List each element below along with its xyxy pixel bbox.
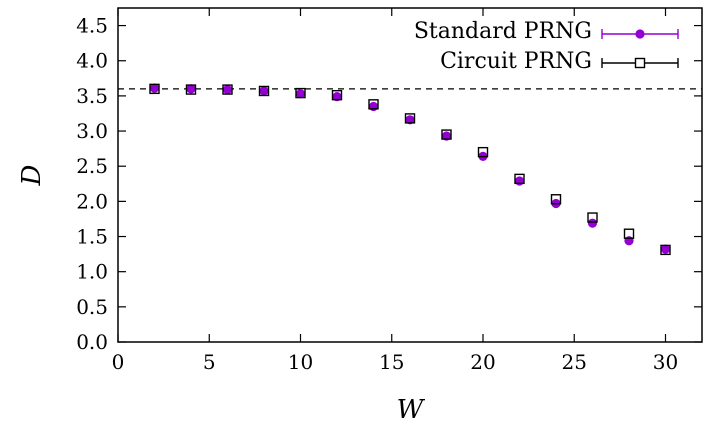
circuit-prng-point-0	[149, 83, 160, 95]
standard-prng-point-8	[441, 131, 452, 141]
x-tick-label-6: 30	[653, 350, 678, 374]
x-tick-label-3: 15	[379, 350, 404, 374]
standard-prng-point-6	[368, 101, 379, 112]
x-tick-label-5: 25	[562, 350, 587, 374]
standard-prng-point-5	[332, 91, 342, 102]
legend-label-circuit-prng: Circuit PRNG	[440, 49, 592, 74]
x-tick-label-1: 5	[203, 350, 216, 374]
y-tick-label-6: 3.0	[76, 119, 108, 143]
standard-prng-point-14	[660, 244, 671, 254]
ticks-layer: 0 5 10 15 20 25 30 0.0 0.5 1.0 1.5 2.0 2.5 3.0 3.5 4.0 4…	[76, 8, 702, 374]
standard-prng-point-7	[405, 115, 415, 125]
y-tick-label-4: 2.0	[76, 189, 108, 213]
y-axis-label: D	[17, 164, 47, 186]
standard-prng-point-12	[587, 218, 598, 228]
standard-prng-point-10	[514, 176, 525, 186]
points-layer	[149, 83, 671, 256]
legend: Standard PRNG Circuit PRNG	[414, 19, 679, 74]
standard-prng-point-1	[186, 84, 196, 94]
standard-prng-point-0	[149, 83, 160, 93]
circuit-prng-point-1	[185, 84, 197, 95]
circuit-prng-point-9	[477, 146, 489, 158]
circuit-prng-point-8	[441, 129, 452, 140]
circuit-prng-point-11	[550, 194, 562, 205]
circuit-prng-point-12	[587, 212, 598, 223]
y-tick-label-3: 1.5	[76, 225, 108, 249]
circuit-prng-point-13	[623, 228, 635, 239]
circuit-prng-point-5	[331, 89, 343, 101]
circuit-prng-point-2	[222, 84, 233, 95]
y-tick-label-7: 3.5	[76, 84, 108, 108]
legend-label-standard-prng: Standard PRNG	[414, 19, 592, 44]
x-tick-label-2: 10	[288, 350, 313, 374]
y-tick-label-9: 4.5	[76, 14, 108, 38]
y-tick-label-5: 2.5	[76, 154, 108, 178]
circuit-prng-point-7	[404, 113, 416, 124]
y-tick-label-1: 0.5	[76, 295, 108, 319]
plot-frame	[117, 7, 703, 343]
circuit-prng-point-6	[368, 99, 379, 110]
legend-marker-standard-prng	[635, 29, 645, 39]
y-tick-label-8: 4.0	[76, 49, 108, 73]
standard-prng-point-4	[295, 89, 306, 99]
x-tick-label-0: 0	[112, 350, 125, 374]
circuit-prng-point-10	[514, 173, 525, 185]
x-tick-label-4: 20	[470, 350, 495, 374]
circuit-prng-point-14	[660, 244, 671, 256]
y-tick-label-2: 1.0	[76, 260, 108, 284]
circuit-prng-point-4	[295, 87, 306, 99]
standard-prng-point-2	[222, 84, 233, 95]
x-axis-label: W	[397, 395, 426, 421]
y-tick-label-0: 0.0	[76, 330, 108, 354]
legend-samples	[601, 29, 679, 69]
legend-marker-circuit-prng	[634, 57, 646, 69]
circuit-prng-point-3	[258, 85, 270, 97]
standard-prng-point-3	[259, 86, 269, 96]
